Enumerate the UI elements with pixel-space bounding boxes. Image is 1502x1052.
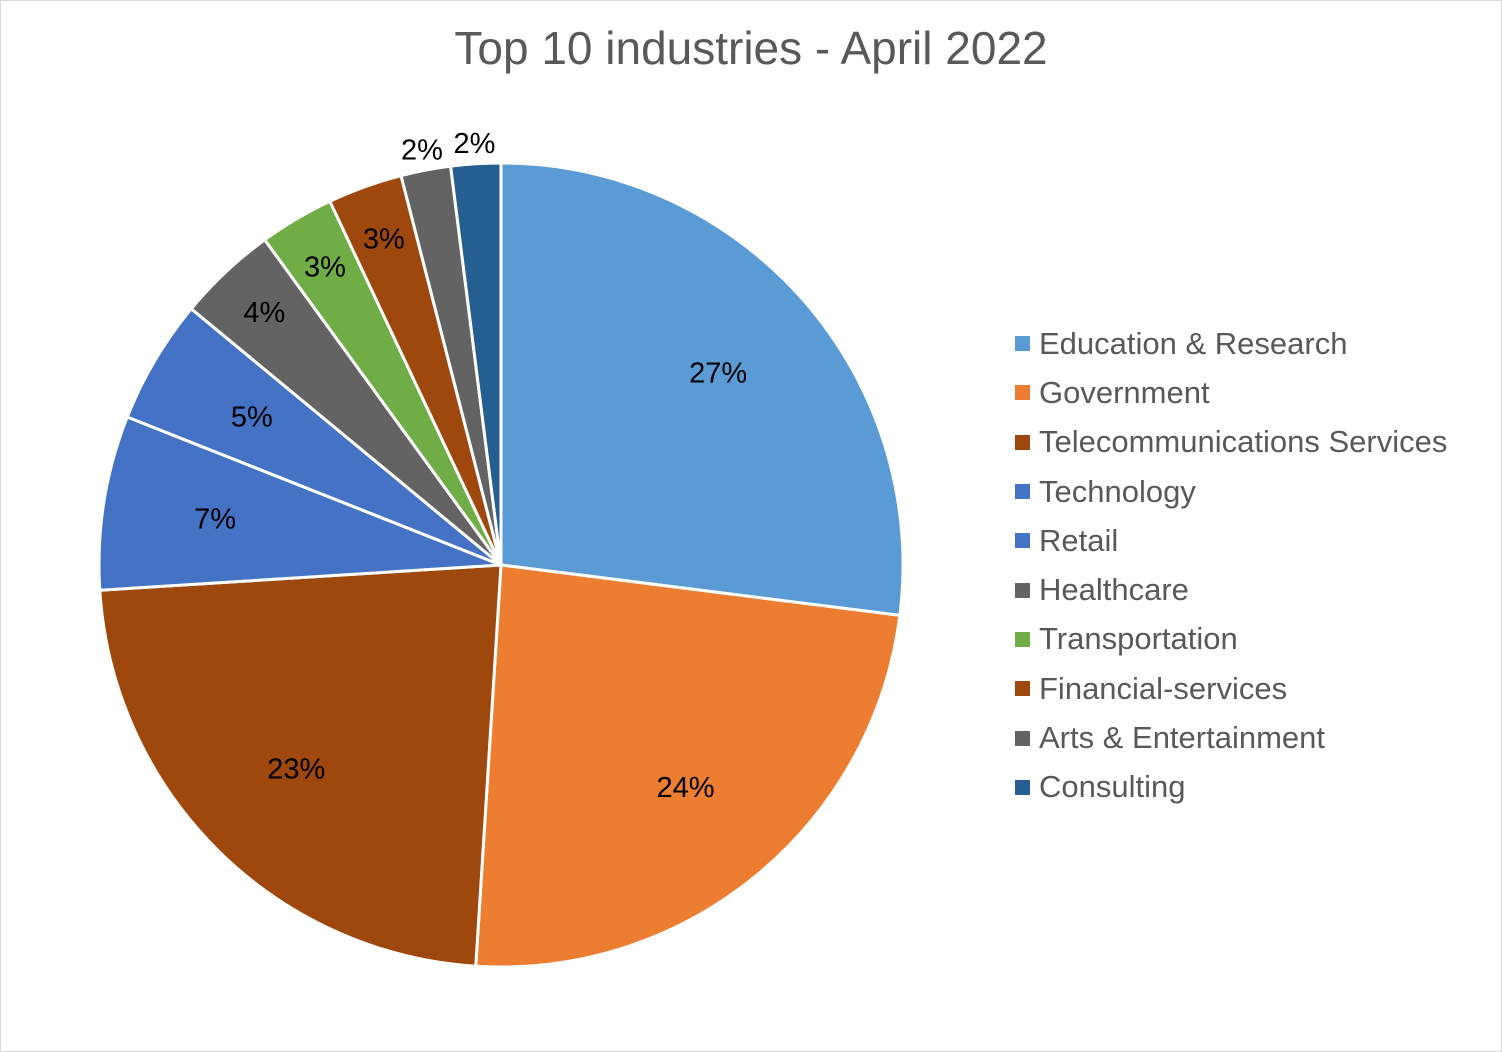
data-label-education-research: 27% — [689, 358, 747, 390]
legend-item-consulting: Consulting — [1015, 763, 1447, 812]
chart-legend: Education & Research Government Telecommun… — [1015, 319, 1447, 812]
legend-item-arts-entertainment: Arts & Entertainment — [1015, 713, 1447, 762]
chart-title: Top 10 industries - April 2022 — [454, 22, 1048, 74]
data-label-technology: 7% — [194, 504, 236, 536]
legend-label: Government — [1039, 374, 1210, 410]
pie-slice-education-research — [499, 161, 905, 618]
legend-swatch — [1015, 681, 1030, 697]
legend-item-financial-services: Financial-services — [1015, 664, 1447, 713]
legend-item-education-research: Education & Research — [1015, 319, 1447, 368]
legend-label: Technology — [1039, 473, 1196, 509]
legend-item-retail: Retail — [1015, 516, 1447, 565]
legend-item-government: Government — [1015, 368, 1447, 417]
pie-slice-government — [474, 563, 902, 969]
data-label-arts-entertainment: 2% — [401, 134, 443, 166]
legend-label: Consulting — [1039, 769, 1186, 805]
legend-swatch — [1015, 730, 1030, 746]
legend-label: Financial-services — [1039, 670, 1288, 706]
legend-swatch — [1015, 385, 1030, 401]
data-label-government: 24% — [656, 772, 714, 804]
data-label-transportation: 3% — [304, 251, 346, 283]
legend-label: Transportation — [1039, 621, 1238, 657]
legend-item-transportation: Transportation — [1015, 615, 1447, 664]
legend-swatch — [1015, 434, 1030, 450]
legend-item-telecommunications-services: Telecommunications Services — [1015, 418, 1447, 467]
data-label-telecommunications-services: 23% — [267, 754, 325, 786]
legend-label: Education & Research — [1039, 325, 1348, 361]
legend-swatch — [1015, 779, 1030, 795]
pie-slice-technology — [97, 415, 502, 592]
legend-swatch — [1015, 533, 1030, 549]
legend-swatch — [1015, 582, 1030, 598]
legend-label: Healthcare — [1039, 572, 1189, 608]
data-label-consulting: 2% — [454, 128, 496, 160]
legend-label: Arts & Entertainment — [1039, 720, 1326, 756]
data-label-healthcare: 4% — [243, 297, 285, 329]
legend-item-healthcare: Healthcare — [1015, 565, 1447, 614]
legend-label: Retail — [1039, 522, 1119, 558]
pie-slice-consulting — [448, 161, 503, 566]
legend-label: Telecommunications Services — [1039, 424, 1448, 460]
pie-slice-telecommunications-services — [98, 563, 503, 968]
legend-swatch — [1015, 484, 1030, 500]
legend-swatch — [1015, 336, 1030, 352]
data-label-financial-services: 3% — [363, 224, 405, 256]
legend-swatch — [1015, 631, 1030, 647]
data-label-retail: 5% — [231, 402, 273, 434]
legend-item-technology: Technology — [1015, 467, 1447, 516]
